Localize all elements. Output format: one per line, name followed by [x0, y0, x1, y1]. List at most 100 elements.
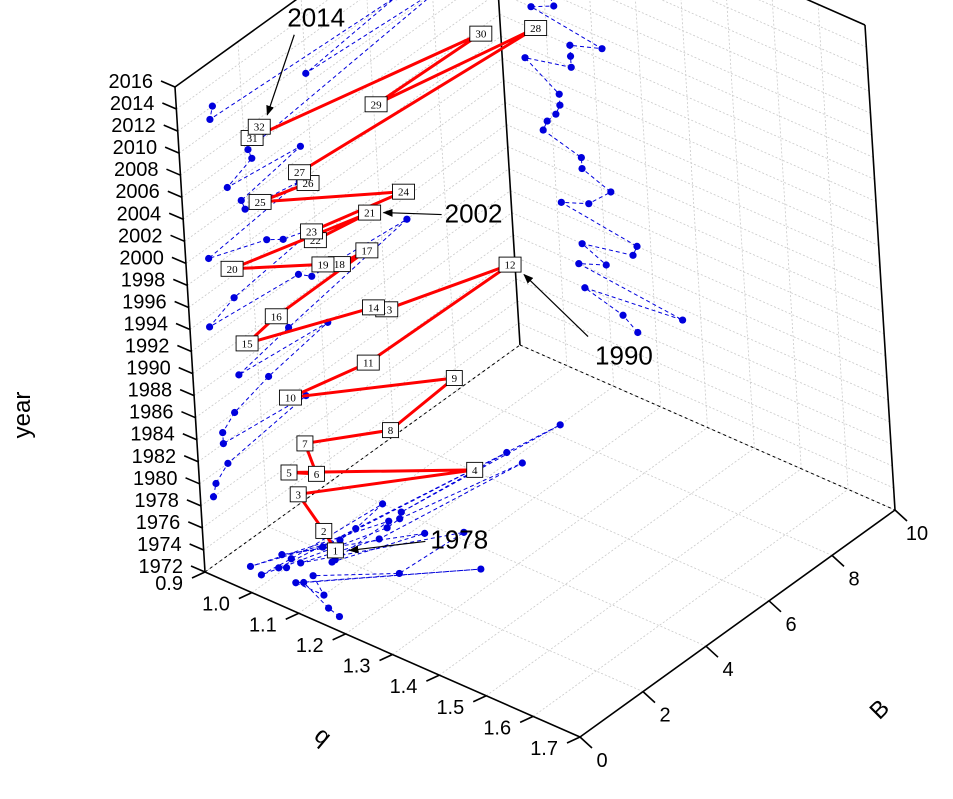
floor-projection-point: [421, 529, 429, 537]
left-wall-projection-point: [539, 126, 547, 134]
year-tick-label: 2002: [118, 225, 163, 247]
year-tick-label: 2010: [113, 137, 158, 159]
point-label-box: [247, 118, 271, 135]
q-tick-label: 1.5: [436, 697, 464, 719]
year-tick-mark: [171, 256, 187, 265]
floor-projection-point: [328, 558, 336, 566]
right-wall-projection-point: [264, 372, 273, 381]
floor-grid-line: [439, 447, 755, 676]
point-label-box: [289, 486, 307, 503]
right-wall-projection-point: [223, 183, 231, 192]
point-label-box: [445, 370, 463, 386]
floor-grid-line: [345, 406, 661, 635]
q-tick-label: 1.1: [249, 614, 277, 636]
point-label-box: [364, 96, 388, 113]
year-tick-mark: [172, 278, 188, 287]
left-wall-grid-line: [635, 0, 662, 407]
point-label: 16: [271, 311, 283, 323]
right-wall-grid-line: [193, 168, 510, 396]
point-label: 8: [388, 425, 394, 437]
point-label-box: [300, 223, 324, 240]
point-label-box: [469, 25, 493, 42]
year-tick-mark: [166, 168, 181, 176]
q-tick-mark: [332, 633, 346, 641]
floor-grid-line: [456, 390, 833, 556]
point-label: 12: [505, 260, 516, 272]
left-wall-grid-line: [543, 0, 568, 366]
q-tick-mark: [238, 591, 253, 600]
year-tick-label: 1988: [128, 380, 173, 402]
right-wall-grid-line: [202, 300, 518, 529]
year-tick-label: 1976: [136, 512, 181, 534]
floor-projection-point: [395, 569, 403, 578]
floor-projection-point: [383, 524, 391, 532]
floor-projection-point: [319, 543, 327, 551]
floor-projection-point: [518, 459, 526, 467]
point-label: 4: [472, 465, 478, 477]
floor-projection-point: [278, 551, 286, 559]
year-tick-label: 1980: [133, 468, 178, 490]
floor-projection-point: [297, 559, 305, 567]
left-wall-projection-point: [633, 242, 641, 250]
right-wall-grid-line: [176, 0, 329, 110]
right-wall-projection-point: [231, 408, 239, 417]
left-wall-grid-line: [511, 212, 887, 379]
b-tick-mark: [642, 691, 656, 704]
right-wall-grid-line: [204, 344, 521, 573]
point-label: 2: [321, 526, 327, 538]
right-wall-projection-point: [244, 145, 252, 154]
point-label-box: [358, 204, 382, 221]
left-wall-projection-point: [577, 153, 585, 162]
year-tick-label: 1982: [132, 446, 177, 468]
right-wall-projection-point: [205, 323, 214, 331]
hidden-edge-line: [204, 344, 521, 573]
point-label: 3: [295, 489, 301, 501]
b-axis-title: B: [864, 694, 894, 724]
floor-grid-line: [532, 489, 849, 717]
floor-projection-point: [320, 591, 328, 599]
year-tick-mark: [164, 146, 180, 154]
b-tick-label: 6: [785, 614, 796, 636]
b-tick-label: 8: [848, 568, 859, 590]
point-label-box: [524, 20, 548, 36]
year-tick-label: 2014: [110, 93, 155, 115]
year-tick-label: 1996: [122, 291, 167, 313]
right-wall-grid-line: [181, 0, 457, 198]
annotation-text: 2014: [287, 3, 345, 33]
point-label-box: [308, 465, 325, 482]
annotation-text: 1990: [595, 341, 653, 371]
annotation-arrow: [348, 540, 426, 554]
point-label: 27: [294, 167, 306, 179]
left-wall-grid-line: [563, 0, 872, 136]
year-tick-mark: [168, 212, 184, 221]
year-tick-mark: [182, 432, 198, 441]
point-label: 1: [333, 545, 339, 557]
floor-projection-point: [335, 612, 344, 621]
left-wall-projection-point: [556, 101, 564, 109]
q-tick-mark: [426, 674, 440, 682]
back-edge-line: [864, 24, 896, 511]
point-label: 15: [242, 338, 254, 350]
right-wall-grid-line: [180, 0, 425, 176]
floor-projection-point: [397, 508, 405, 516]
floor-projection-point: [246, 562, 255, 571]
point-label-box: [355, 242, 379, 259]
year-tick-mark: [177, 344, 192, 353]
q-tick-mark: [472, 695, 487, 703]
left-wall-projection-point: [578, 164, 586, 173]
annotation-arrow: [382, 208, 442, 217]
left-wall-projection-point: [578, 240, 586, 248]
point-label-box: [280, 464, 298, 481]
floor-projection-series: [246, 421, 564, 621]
right-wall-projection-point: [206, 115, 214, 124]
point-label-box: [382, 422, 399, 439]
left-wall-grid-line: [758, 0, 867, 48]
floor-projection-point: [477, 565, 485, 573]
year-tick-label: 1974: [137, 534, 182, 556]
point-label: 22: [310, 235, 321, 247]
year-tick-mark: [187, 521, 203, 529]
floor-projection-point: [503, 448, 511, 457]
point-label: 20: [227, 264, 239, 276]
left-wall-projection-point: [552, 110, 560, 118]
